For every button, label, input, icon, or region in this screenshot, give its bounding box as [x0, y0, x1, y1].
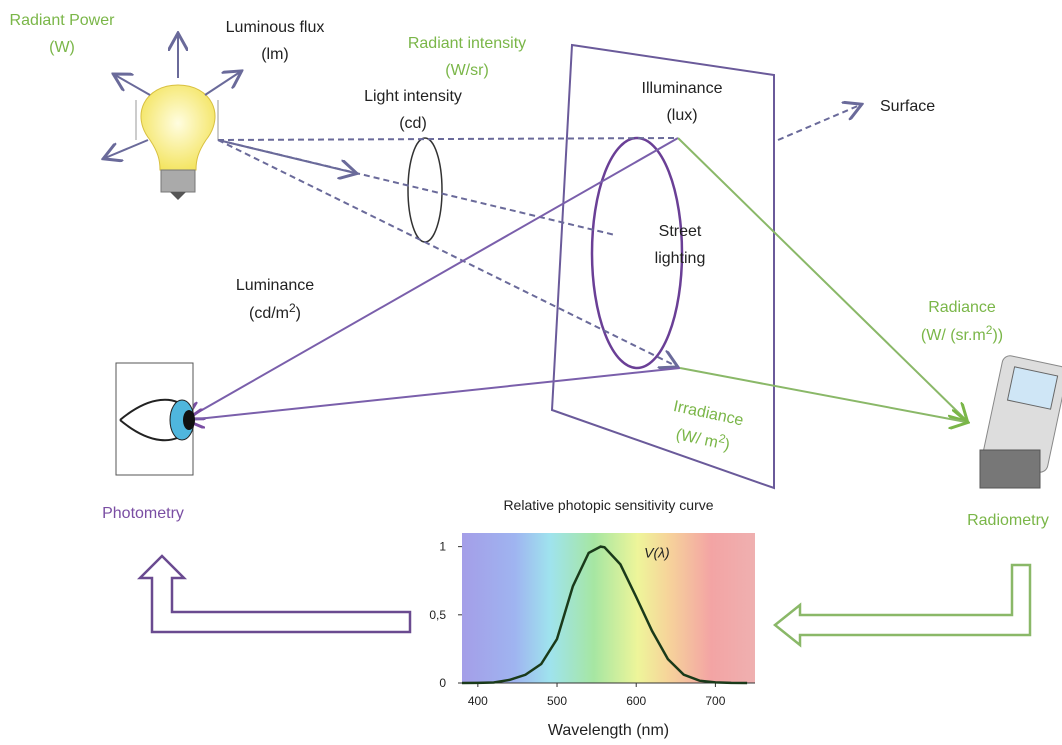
chart-title: Relative photopic sensitivity curve	[503, 497, 713, 513]
x-tick-label: 700	[705, 694, 725, 708]
x-tick-label: 600	[626, 694, 646, 708]
radiometry-rays	[678, 138, 966, 422]
y-tick-label: 0,5	[429, 608, 446, 622]
irradiance-label: Irradiance (W/ m2)	[666, 398, 745, 456]
label: (W/ (sr.m2))	[921, 323, 1003, 344]
x-axis-label: Wavelength (nm)	[548, 722, 669, 739]
label: Radiance	[928, 299, 996, 316]
label: Irradiance	[672, 398, 745, 429]
x-tick-label: 500	[547, 694, 567, 708]
bulb-icon	[105, 35, 240, 200]
label: (W/sr)	[445, 62, 489, 79]
eye-icon	[116, 363, 195, 475]
label: (W/ m2)	[674, 422, 732, 454]
label: (lux)	[666, 107, 697, 124]
label: Surface	[880, 98, 935, 115]
photometry-arrow	[140, 556, 410, 632]
y-tick-label: 1	[439, 540, 446, 554]
x-tick-label: 400	[468, 694, 488, 708]
series-label: V(λ)	[644, 545, 670, 561]
label: Radiant Power	[10, 12, 116, 29]
label: Photometry	[102, 505, 184, 522]
label: Light intensity	[364, 88, 462, 105]
page: Relative photopic sensitivity curve Wavel…	[0, 0, 1062, 745]
label: Radiometry	[967, 512, 1049, 529]
label: Radiant intensity	[408, 35, 526, 52]
label: (W)	[49, 39, 75, 56]
light-rays	[218, 105, 860, 366]
label: Luminance	[236, 277, 314, 294]
radiometry-arrow	[775, 565, 1030, 645]
chart-plot-area	[462, 533, 755, 683]
radiometer-icon	[980, 354, 1062, 488]
label: lighting	[655, 250, 706, 267]
label: Street	[659, 223, 702, 240]
label: Luminous flux	[226, 19, 325, 36]
y-tick-label: 0	[439, 676, 446, 690]
label: (cd/m2)	[249, 301, 301, 322]
label: (lm)	[261, 46, 289, 63]
label: (cd)	[399, 115, 427, 132]
diagram: Relative photopic sensitivity curve Wavel…	[0, 0, 1062, 740]
label: Illuminance	[642, 80, 723, 97]
